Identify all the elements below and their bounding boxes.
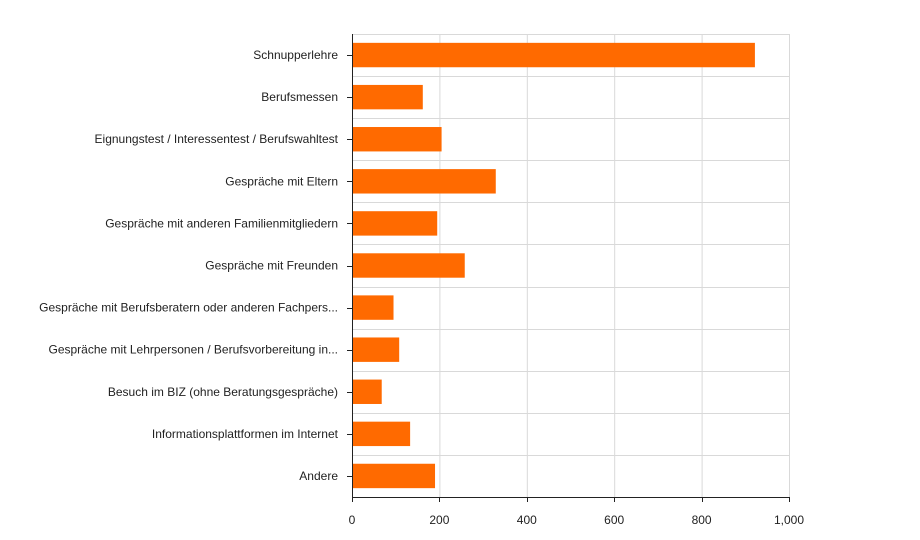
- category-label: Schnupperlehre: [253, 48, 338, 62]
- x-tick-label: 0: [349, 513, 356, 527]
- category-label: Besuch im BIZ (ohne Beratungsgespräche): [108, 385, 338, 399]
- bar: [352, 421, 411, 447]
- bar: [352, 169, 496, 194]
- x-tick-label: 1,000: [774, 513, 804, 527]
- bar-layer: [352, 42, 755, 489]
- bar: [352, 84, 423, 110]
- bar: [352, 295, 394, 320]
- bar: [352, 337, 400, 362]
- bar: [352, 379, 382, 404]
- category-label: Gespräche mit Berufsberatern oder andere…: [39, 301, 338, 315]
- category-label: Berufsmessen: [261, 90, 338, 104]
- axis-layer: [347, 34, 790, 502]
- bar: [352, 253, 465, 278]
- bar: [352, 211, 438, 236]
- grid-layer: [352, 34, 790, 497]
- bar: [352, 42, 755, 68]
- x-tick-label: 400: [517, 513, 537, 527]
- category-label: Gespräche mit Freunden: [205, 259, 338, 273]
- label-layer: Schnupperlehre Berufsmessen Eignungstest /…: [39, 48, 804, 527]
- x-tick-label: 600: [604, 513, 624, 527]
- bar: [352, 127, 442, 152]
- category-label: Gespräche mit Eltern: [225, 174, 338, 188]
- category-label: Gespräche mit anderen Familienmitglieder…: [105, 216, 338, 230]
- category-label: Informationsplattformen im Internet: [152, 427, 339, 441]
- category-label: Eignungstest / Interessentest / Berufswa…: [95, 132, 339, 146]
- x-tick-label: 200: [429, 513, 449, 527]
- x-tick-label: 800: [692, 513, 712, 527]
- category-label: Gespräche mit Lehrpersonen / Berufsvorbe…: [49, 343, 339, 357]
- category-label: Andere: [299, 469, 338, 483]
- bar: [352, 463, 436, 489]
